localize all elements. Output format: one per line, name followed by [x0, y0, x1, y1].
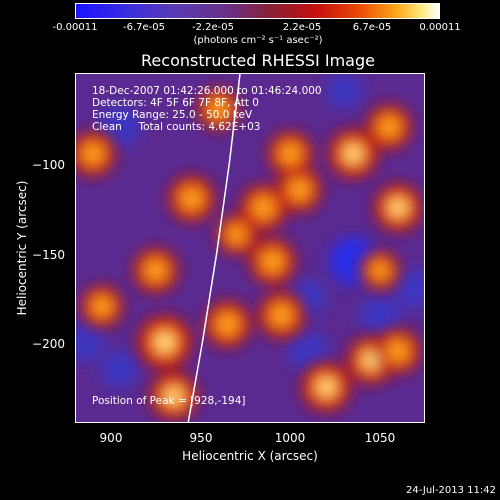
- hot-regions: [75, 87, 423, 421]
- clean-counts-text: Clean Total counts: 4.62E+03: [92, 121, 261, 133]
- hot-spot: [75, 130, 117, 177]
- hot-spot: [374, 328, 422, 375]
- peak-position-text: Position of Peak = [928,-194]: [92, 395, 246, 407]
- hot-spot: [365, 103, 413, 151]
- hot-spot: [360, 250, 401, 291]
- hot-spot: [267, 130, 314, 177]
- hot-spot: [215, 213, 258, 256]
- hot-spot: [327, 128, 379, 180]
- y-tick-label: −150: [32, 248, 65, 262]
- x-axis-label: Heliocentric X (arcsec): [182, 449, 318, 463]
- colorbar-tick: -6.7e-05: [123, 22, 165, 33]
- x-tick-label: 1000: [274, 431, 306, 445]
- colorbar-tick: 6.7e-05: [352, 22, 392, 33]
- heatmap-svg: [75, 73, 425, 423]
- x-tick-label: 950: [189, 431, 213, 445]
- colorbar-tick: -0.00011: [52, 22, 98, 33]
- hot-spot: [136, 314, 193, 371]
- image-plot: [75, 73, 425, 423]
- y-axis-label: Heliocentric Y (arcsec): [15, 180, 29, 316]
- hot-spot: [167, 174, 216, 223]
- colorbar-tick: -2.2e-05: [192, 22, 234, 33]
- hot-spot: [300, 361, 352, 413]
- hot-spot: [203, 300, 252, 349]
- solar-limb-line: [187, 73, 241, 423]
- cold-spot: [99, 106, 141, 148]
- hot-spot: [196, 87, 241, 131]
- time-range-text: 18-Dec-2007 01:42:26.000 to 01:46:24.000: [92, 85, 322, 97]
- colorbar-tick: 2.2e-05: [282, 22, 322, 33]
- cold-spot: [100, 350, 139, 389]
- hot-spot: [239, 183, 288, 232]
- hot-spot: [276, 166, 323, 213]
- chart-title: Reconstructed RHESSI Image: [141, 51, 375, 70]
- y-tick-label: −100: [32, 158, 65, 172]
- hot-spot: [257, 291, 306, 340]
- hot-spot: [373, 182, 423, 233]
- cold-regions: [75, 73, 425, 389]
- hot-spot: [248, 237, 297, 286]
- colorbar-unit-label: (photons cm⁻² s⁻¹ asec⁻²): [193, 35, 323, 46]
- y-tick-label: −200: [32, 337, 65, 351]
- hot-spot: [80, 284, 124, 328]
- cold-spot: [326, 73, 363, 110]
- cold-spot: [75, 322, 104, 363]
- x-tick-label: 900: [99, 431, 123, 445]
- cold-spot: [288, 331, 329, 372]
- hot-spot: [148, 371, 199, 421]
- energy-range-text: Energy Range: 25.0 - 50.0 keV: [92, 109, 253, 121]
- colorbar-tick: 0.00011: [419, 22, 461, 33]
- footer-timestamp: 24-Jul-2013 11:42: [405, 485, 496, 496]
- cold-spot: [396, 268, 425, 309]
- colorbar: [75, 3, 440, 19]
- x-tick-label: 1050: [364, 431, 396, 445]
- detectors-text: Detectors: 4F 5F 6F 7F 8F, Att 0: [92, 97, 259, 109]
- hot-spot: [132, 247, 179, 294]
- cold-spot: [359, 294, 401, 337]
